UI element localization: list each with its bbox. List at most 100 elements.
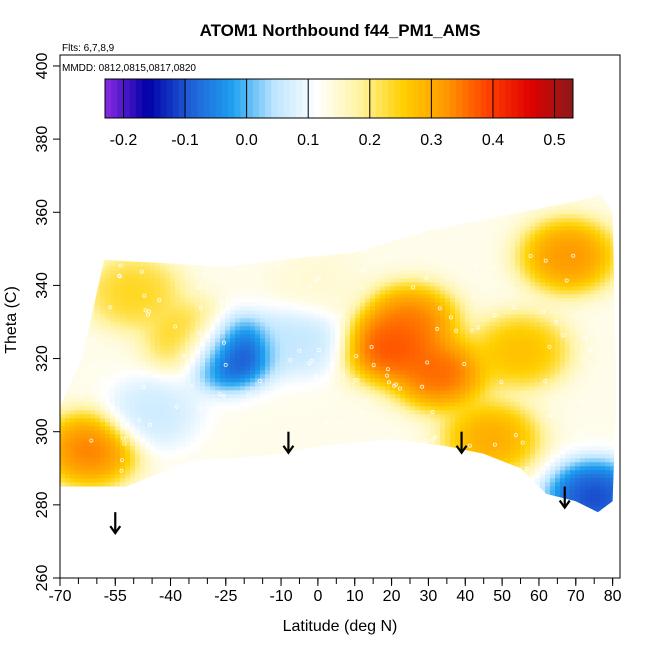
heat-cell (175, 342, 181, 347)
heat-cell (165, 230, 171, 235)
heat-cell (475, 262, 481, 267)
heat-cell (445, 286, 451, 291)
heat-cell (160, 286, 166, 291)
heat-cell (265, 214, 271, 219)
heat-cell (580, 194, 586, 199)
heat-cell (505, 222, 511, 227)
heat-cell (460, 250, 466, 255)
heat-cell (90, 322, 96, 327)
heat-cell (570, 270, 576, 275)
heat-cell (450, 314, 456, 319)
heat-cell (225, 286, 231, 291)
heat-cell (320, 234, 326, 239)
heat-cell (335, 194, 341, 199)
heat-cell (525, 310, 531, 315)
heat-cell (565, 242, 571, 247)
heat-cell (340, 194, 346, 195)
heat-cell (120, 282, 126, 287)
heat-cell (335, 246, 341, 251)
heat-cell (430, 290, 436, 295)
heat-cell (525, 278, 531, 283)
heat-cell (600, 282, 606, 287)
heat-cell (195, 222, 201, 227)
heat-cell (245, 246, 251, 251)
heat-cell (570, 282, 576, 287)
heat-cell (145, 246, 151, 251)
heat-cell (305, 274, 311, 279)
heat-cell (140, 266, 146, 271)
heat-cell (540, 250, 546, 255)
heat-cell (305, 202, 311, 207)
heat-cell (470, 194, 476, 199)
heat-cell (180, 194, 186, 199)
heat-cell (130, 258, 136, 263)
heat-cell (405, 302, 411, 307)
heat-cell (255, 354, 261, 359)
heat-cell (375, 366, 381, 371)
heat-cell (250, 334, 256, 339)
heat-cell (155, 270, 161, 275)
heat-cell (125, 222, 131, 227)
heat-cell (195, 210, 201, 215)
heat-cell (490, 298, 496, 303)
heat-cell (320, 238, 326, 243)
heat-cell (500, 194, 506, 199)
heat-cell (155, 230, 161, 235)
heat-cell (395, 262, 401, 267)
heat-cell (175, 318, 181, 323)
heat-cell (220, 366, 226, 371)
heat-cell (490, 274, 496, 279)
heat-cell (430, 238, 436, 243)
heat-cell (535, 350, 541, 355)
heat-cell (200, 198, 206, 203)
heat-cell (480, 346, 486, 351)
heat-cell (495, 342, 501, 347)
heat-cell (335, 338, 341, 343)
heat-cell (295, 354, 301, 359)
heat-cell (230, 302, 236, 307)
heat-cell (490, 270, 496, 275)
heat-cell (200, 358, 206, 363)
heat-cell (185, 218, 191, 223)
heat-cell (195, 194, 201, 195)
heat-cell (130, 282, 136, 287)
heat-cell (555, 318, 561, 323)
heat-cell (570, 254, 576, 259)
heat-cell (480, 250, 486, 255)
heat-cell (580, 318, 586, 323)
heat-cell (130, 194, 136, 195)
heat-cell (480, 302, 486, 307)
heat-cell (325, 366, 331, 371)
heat-cell (570, 310, 576, 315)
heat-cell (510, 206, 516, 211)
heat-cell (300, 198, 306, 203)
heat-cell (210, 290, 216, 295)
heat-cell (605, 318, 611, 323)
heat-cell (415, 230, 421, 235)
heat-cell (530, 298, 536, 303)
heat-cell (510, 262, 516, 267)
heat-cell (325, 250, 331, 255)
heat-cell (425, 358, 431, 363)
heat-cell (105, 314, 111, 319)
heat-cell (410, 258, 416, 263)
heat-cell (185, 278, 191, 283)
heat-cell (385, 346, 391, 351)
heat-cell (75, 294, 81, 299)
heat-cell (325, 266, 331, 271)
heat-cell (65, 254, 71, 259)
heat-cell (110, 258, 116, 263)
heat-cell (335, 350, 341, 355)
heat-cell (385, 206, 391, 211)
heat-cell (70, 258, 76, 263)
heat-cell (520, 270, 526, 275)
heat-cell (205, 210, 211, 215)
heat-cell (110, 290, 116, 295)
heat-cell (280, 222, 286, 227)
heat-cell (470, 282, 476, 287)
heat-cell (330, 342, 336, 347)
heat-cell (585, 226, 591, 231)
heat-cell (75, 218, 81, 223)
heat-cell (350, 194, 356, 195)
heat-cell (290, 366, 296, 371)
